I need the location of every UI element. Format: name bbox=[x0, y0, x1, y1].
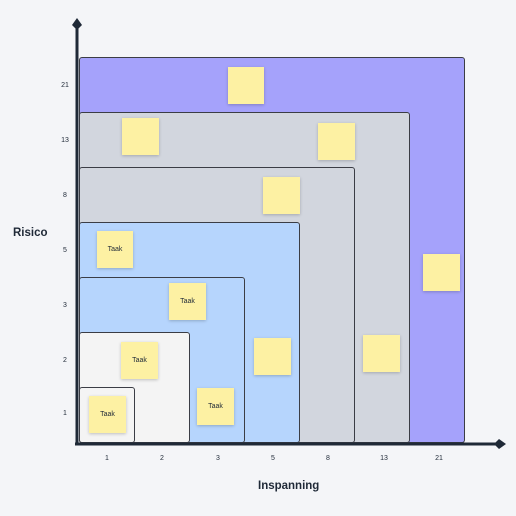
x-tick-3: 3 bbox=[216, 455, 220, 462]
sticky-note[interactable] bbox=[318, 123, 355, 160]
sticky-note[interactable]: Taak bbox=[121, 342, 158, 379]
y-tick-13: 13 bbox=[61, 137, 69, 144]
x-axis-title: Inspanning bbox=[258, 480, 320, 492]
y-tick-3: 3 bbox=[63, 302, 67, 309]
y-tick-21: 21 bbox=[61, 82, 69, 89]
sticky-note[interactable]: Taak bbox=[97, 231, 133, 268]
sticky-note[interactable] bbox=[228, 67, 264, 104]
x-tick-5: 5 bbox=[271, 455, 275, 462]
sticky-note[interactable]: Taak bbox=[169, 283, 206, 320]
y-axis-arrow bbox=[72, 18, 82, 30]
sticky-note[interactable]: Taak bbox=[197, 388, 234, 425]
x-tick-21: 21 bbox=[435, 455, 443, 462]
x-tick-2: 2 bbox=[160, 455, 164, 462]
y-axis-title: Risico bbox=[13, 227, 48, 239]
x-axis-arrow bbox=[494, 439, 506, 449]
sticky-note[interactable] bbox=[254, 338, 291, 375]
sticky-note[interactable] bbox=[263, 177, 300, 214]
y-tick-1: 1 bbox=[63, 410, 67, 417]
y-tick-2: 2 bbox=[63, 357, 67, 364]
x-tick-13: 13 bbox=[380, 455, 388, 462]
x-tick-1: 1 bbox=[105, 455, 109, 462]
x-tick-8: 8 bbox=[326, 455, 330, 462]
y-tick-5: 5 bbox=[63, 247, 67, 254]
sticky-note[interactable] bbox=[423, 254, 460, 291]
sticky-note[interactable]: Taak bbox=[89, 396, 126, 433]
sticky-note[interactable] bbox=[122, 118, 159, 155]
y-tick-8: 8 bbox=[63, 192, 67, 199]
sticky-note[interactable] bbox=[363, 335, 400, 372]
